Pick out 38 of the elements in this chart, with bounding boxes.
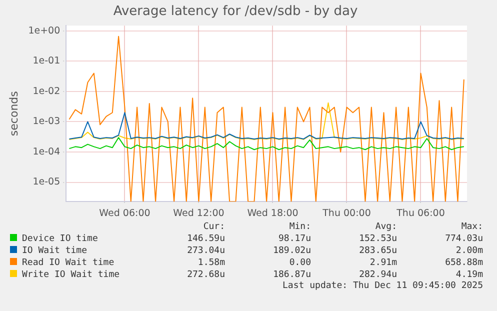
legend-label: Read IO Wait time <box>21 257 116 269</box>
x-tick-label: Wed 06:00 <box>99 208 150 219</box>
y-tick-label: 1e+00 <box>28 25 60 36</box>
text: Max: <box>460 221 483 233</box>
y-tick-label: 1e-02 <box>32 86 60 97</box>
text: Last update: Thu Dec 11 09:45:00 2025 <box>282 281 483 291</box>
text: 0.00 <box>288 257 311 269</box>
text: 98.17u <box>277 233 311 245</box>
text: 146.59u <box>186 233 225 245</box>
text: Min: <box>288 221 311 233</box>
text: 272.68u <box>186 269 225 281</box>
y-tick-label: 1e-04 <box>32 146 60 158</box>
x-tick-label: Wed 12:00 <box>173 208 224 219</box>
text: 186.87u <box>272 269 311 281</box>
x-tick-label: Thu 06:00 <box>396 208 445 219</box>
text: 1.58m <box>196 257 225 269</box>
y-axis-title: seconds <box>7 90 20 136</box>
text: Cur: <box>202 221 225 233</box>
text: 774.03u <box>444 233 483 245</box>
text: 2.91m <box>368 257 397 269</box>
x-tick-label: Wed 18:00 <box>247 208 298 219</box>
text: 282.94u <box>358 269 397 281</box>
y-tick-label: 1e-05 <box>32 176 60 188</box>
text: 152.53u <box>358 233 397 245</box>
chart-title: Average latency for /dev/sdb - by day <box>113 4 358 20</box>
text: Avg: <box>374 221 397 233</box>
legend-label: IO Wait time <box>21 245 88 257</box>
y-tick-label: 1e-03 <box>32 116 60 128</box>
text: 283.65u <box>358 245 397 257</box>
text: 4.19m <box>454 269 483 281</box>
text: 273.04u <box>186 245 225 257</box>
x-tick-label: Thu 00:00 <box>322 208 371 219</box>
text: 189.02u <box>272 245 311 257</box>
legend-label: Write IO Wait time <box>21 269 121 281</box>
y-tick-label: 1e-01 <box>32 56 60 67</box>
text: 2.00m <box>454 245 483 257</box>
text: 658.88m <box>444 257 483 269</box>
legend-label: Device IO time <box>21 233 99 245</box>
